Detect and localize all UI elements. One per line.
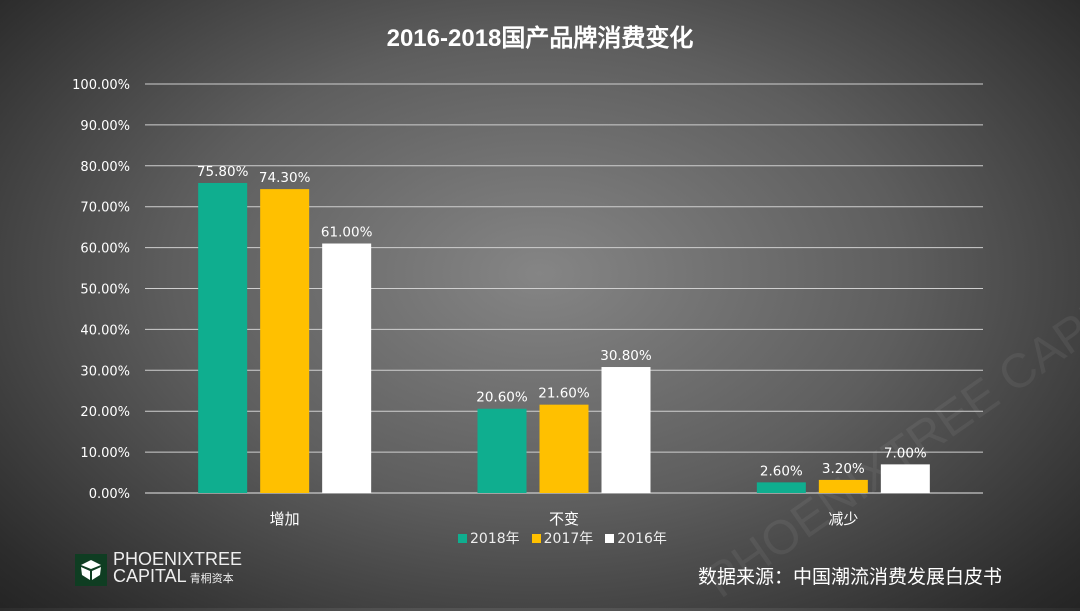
legend-swatch [531, 533, 541, 543]
data-label: 30.80% [600, 348, 652, 364]
x-tick-label: 减少 [828, 510, 858, 528]
data-label: 3.20% [822, 461, 865, 477]
bar-2016年-增加 [322, 243, 372, 493]
y-tick-label: 50.00% [80, 283, 130, 298]
y-tick-label: 90.00% [80, 119, 130, 134]
y-tick-label: 60.00% [80, 242, 130, 257]
bar-2018年-减少 [756, 482, 806, 493]
y-tick-label: 30.00% [80, 364, 130, 379]
x-tick-label: 不变 [549, 510, 579, 528]
data-label: 20.60% [476, 390, 528, 406]
x-tick-label: 增加 [270, 510, 300, 528]
logo: PHOENIXTREE CAPITAL 青桐资本 [75, 549, 243, 588]
legend-item-2018: 2018年 [458, 528, 520, 548]
legend-label: 2016年 [617, 531, 667, 547]
source-note: 数据来源：中国潮流消费发展白皮书 [697, 566, 1002, 588]
bar-2016年-不变 [601, 367, 651, 493]
y-tick-label: 40.00% [80, 323, 130, 338]
legend: 2018年 2017年 2016年 [458, 528, 667, 548]
y-tick-label: 20.00% [80, 405, 130, 420]
data-label: 21.60% [538, 386, 590, 402]
bar-2017年-减少 [818, 479, 868, 493]
y-tick-label: 80.00% [80, 160, 130, 175]
data-label: 75.80% [197, 164, 249, 180]
logo-line1: PHOENIXTREE [113, 549, 243, 569]
data-label: 2.60% [760, 463, 803, 479]
legend-item-2017: 2017年 [531, 528, 594, 548]
legend-item-2016: 2016年 [605, 528, 667, 548]
y-tick-label: 0.00% [89, 487, 130, 502]
data-label: 74.30% [259, 170, 311, 186]
legend-label: 2017年 [543, 531, 594, 547]
y-tick-label: 10.00% [80, 446, 130, 461]
bar-2017年-不变 [539, 404, 589, 493]
y-tick-label: 100.00% [72, 78, 130, 93]
data-label: 7.00% [884, 445, 927, 461]
y-tick-label: 70.00% [80, 201, 130, 216]
bar-2016年-减少 [880, 464, 930, 493]
bar-2017年-增加 [260, 189, 310, 493]
logo-cn: 青桐资本 [189, 573, 234, 585]
logo-line2: CAPITAL [113, 566, 187, 586]
bar-2018年-不变 [477, 408, 527, 493]
legend-label: 2018年 [470, 531, 520, 547]
logo-icon [75, 553, 107, 586]
data-label: 61.00% [321, 225, 373, 241]
bar-2018年-增加 [198, 182, 248, 493]
legend-swatch [458, 533, 467, 543]
legend-swatch [605, 533, 615, 543]
chart-title: 2016-2018国产品牌消费变化 [386, 25, 694, 52]
